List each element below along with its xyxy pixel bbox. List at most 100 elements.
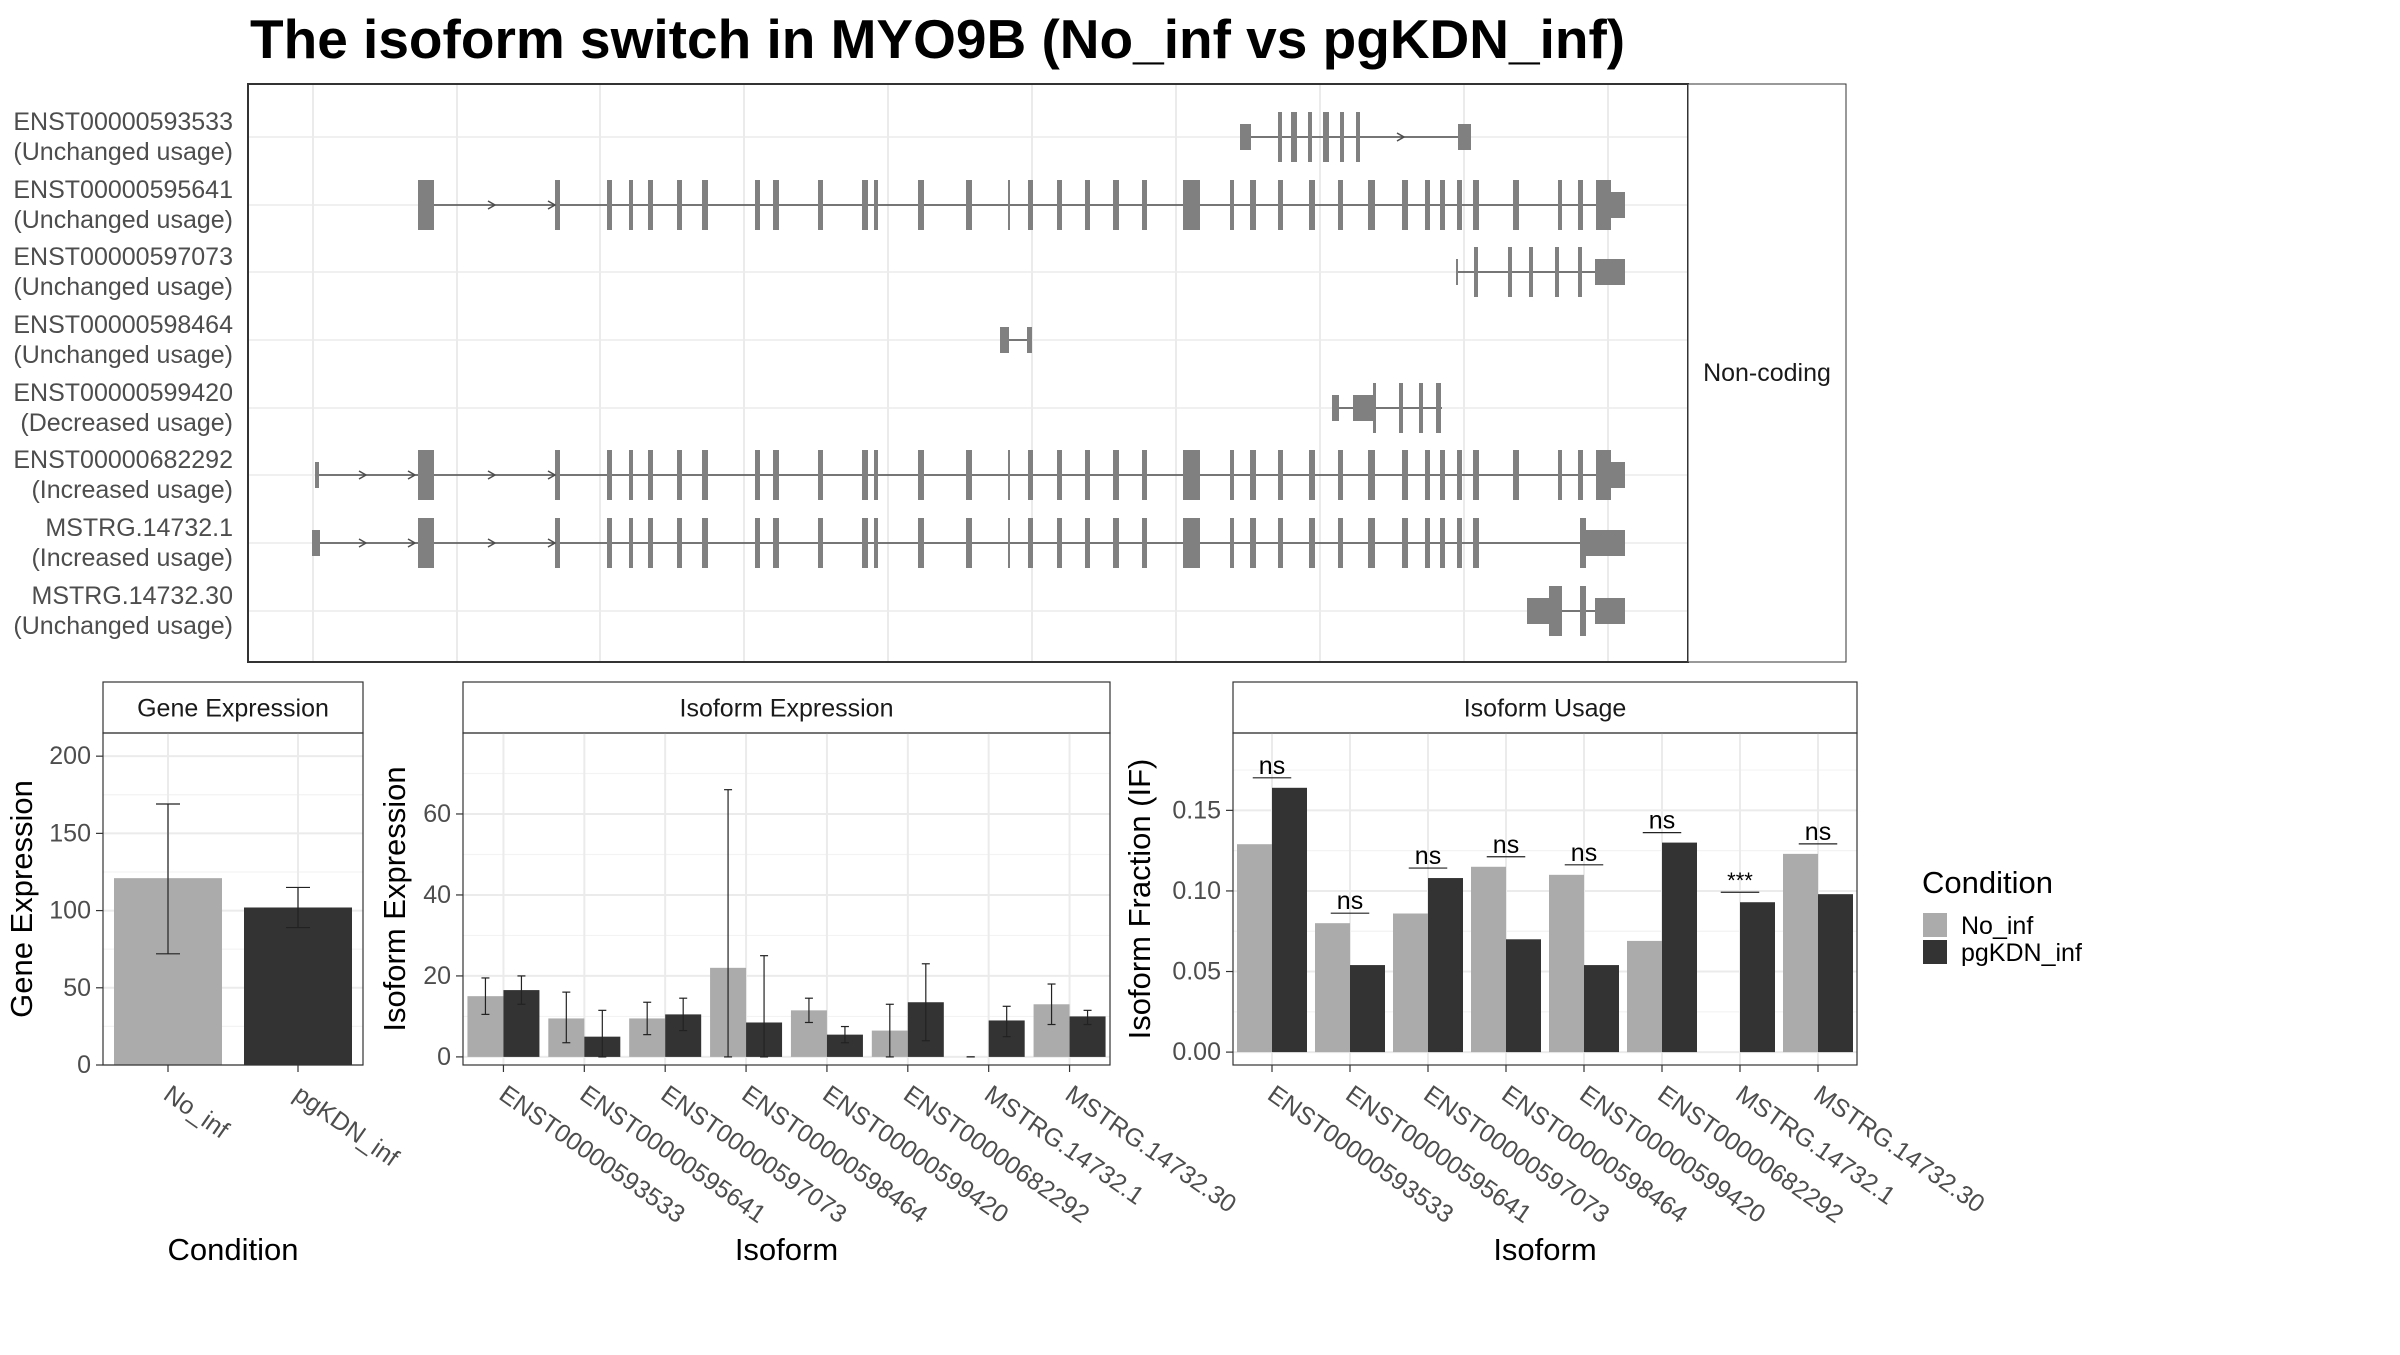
y-tick-label: 0.10 <box>1172 877 1221 905</box>
transcript-exon <box>1527 598 1549 624</box>
transcript-exon <box>1338 180 1343 230</box>
transcript-exon <box>1000 327 1009 353</box>
transcript-exon <box>1142 180 1147 230</box>
transcript-exon <box>862 450 868 500</box>
transcript-strand-arrow <box>358 538 368 548</box>
plot-frame <box>102 732 364 1066</box>
transcript-exon <box>1558 180 1562 230</box>
error-bar <box>643 1001 652 1036</box>
transcript-exon <box>818 450 823 500</box>
significance-annotation: *** <box>1720 868 1760 893</box>
bar <box>1393 913 1428 1053</box>
significance-label: *** <box>1727 868 1753 893</box>
error-bar <box>156 803 180 955</box>
transcript-exon <box>1596 450 1611 500</box>
y-axis-title: Isoform Fraction (IF) <box>1122 759 1157 1040</box>
transcript-id-label: MSTRG.14732.30 <box>32 582 234 610</box>
legend-key-no-inf <box>1923 913 1947 937</box>
transcript-exon <box>1578 247 1582 297</box>
transcript-exon <box>629 180 633 230</box>
transcript-id-label: ENST00000593533 <box>13 108 233 136</box>
transcript-exon <box>1308 112 1312 162</box>
significance-label: ns <box>1259 752 1285 780</box>
transcript-exon <box>555 450 560 500</box>
x-axis-title: Isoform <box>735 1232 838 1267</box>
significance-annotation: ns <box>1330 887 1370 915</box>
bar <box>1506 939 1541 1053</box>
structure-facet-strip <box>1687 83 1847 663</box>
bar <box>1818 894 1853 1053</box>
significance-label: ns <box>1571 839 1597 867</box>
transcript-exon <box>1250 180 1256 230</box>
transcript-exon <box>1425 180 1430 230</box>
x-axis-title: Isoform <box>1493 1232 1596 1267</box>
structure-plot-background <box>248 84 1688 662</box>
significance-label: ns <box>1805 818 1831 846</box>
transcript-exon <box>1309 450 1315 500</box>
transcript-exon <box>1230 518 1234 568</box>
transcript-id-label: ENST00000599420 <box>13 379 233 407</box>
y-tick-label: 50 <box>63 974 91 1002</box>
legend-label-pgkdn-inf: pgKDN_inf <box>1961 939 2082 967</box>
transcript-exon <box>1611 192 1625 218</box>
transcript-exon <box>1008 450 1010 500</box>
error-bar <box>286 886 310 929</box>
error-bar <box>679 997 688 1032</box>
x-axis-title: Condition <box>168 1232 299 1267</box>
transcript-exon <box>1508 247 1512 297</box>
panel-strip <box>462 681 1111 734</box>
significance-label: ns <box>1493 831 1519 859</box>
transcript-exon <box>874 518 878 568</box>
transcript-exon <box>1278 518 1283 568</box>
error-bar <box>760 955 769 1058</box>
y-tick-label: 0.00 <box>1172 1038 1221 1066</box>
transcript-exon <box>555 518 560 568</box>
transcript-exon <box>1595 598 1625 624</box>
transcript-exon <box>607 180 612 230</box>
significance-annotation: ns <box>1408 842 1448 870</box>
structure-facet-label: Non-coding <box>1703 359 1831 387</box>
transcript-exon <box>1436 383 1441 433</box>
transcript-exon <box>1399 383 1403 433</box>
transcript-exon <box>966 518 972 568</box>
isoform-expression-panel: Isoform Expression0204060ENST00000593533… <box>377 681 1241 1267</box>
transcript-exon <box>1113 180 1119 230</box>
error-bar <box>562 991 571 1044</box>
transcript-track <box>1456 247 1625 297</box>
transcript-exon <box>555 180 560 230</box>
transcript-exon <box>418 518 434 568</box>
transcript-exon <box>1340 112 1344 162</box>
plot-frame <box>462 732 1111 1066</box>
y-tick-label: 60 <box>423 800 451 828</box>
transcript-exon <box>755 180 760 230</box>
transcript-exon <box>1473 450 1479 500</box>
error-bar <box>804 997 813 1024</box>
error-bar <box>724 789 733 1058</box>
transcript-exon <box>1578 450 1583 500</box>
transcript-exon <box>1323 112 1329 162</box>
transcript-exon <box>312 530 320 556</box>
error-bar <box>517 975 526 1005</box>
transcript-strand-arrow <box>547 538 557 548</box>
bar <box>1237 844 1272 1053</box>
bar <box>1783 853 1818 1053</box>
transcript-id-label: ENST00000597073 <box>13 243 233 271</box>
transcript-exon <box>773 450 779 500</box>
bar <box>1272 787 1307 1053</box>
transcript-strand-arrow <box>547 200 557 210</box>
error-bar <box>1002 1005 1011 1038</box>
transcript-exon <box>1278 450 1283 500</box>
transcript-exon <box>1085 180 1090 230</box>
transcript-exon <box>1580 586 1586 636</box>
transcript-exon <box>1291 112 1297 162</box>
transcript-exon <box>1473 518 1479 568</box>
transcript-exon <box>918 180 924 230</box>
transcript-strand-arrow <box>407 538 417 548</box>
bar <box>244 907 352 1065</box>
y-axis-title: Isoform Expression <box>377 766 412 1031</box>
transcript-strand-arrow <box>407 470 417 480</box>
transcript-exon <box>1028 450 1033 500</box>
transcript-strand-arrow <box>487 538 497 548</box>
